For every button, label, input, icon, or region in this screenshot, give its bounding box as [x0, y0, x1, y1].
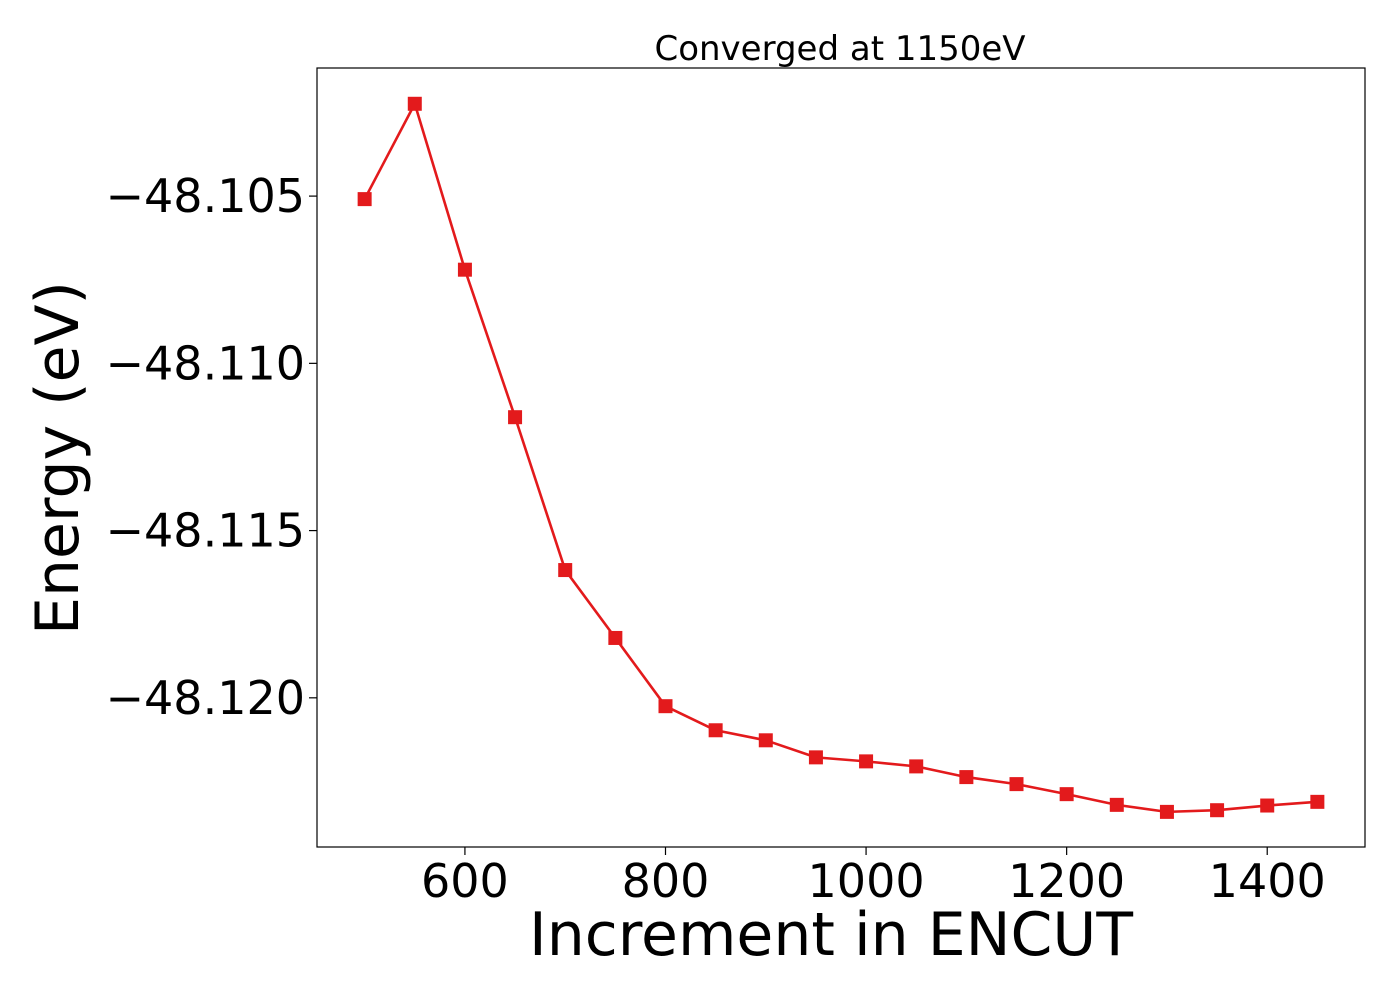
data-point-marker: [608, 630, 623, 645]
plot-frame: [316, 67, 1366, 848]
data-point-marker: [508, 410, 523, 425]
data-point-marker: [558, 563, 573, 578]
data-point-marker: [859, 754, 874, 769]
y-tick-label: −48.120: [106, 671, 306, 725]
series-layer: [357, 96, 1325, 819]
data-point-marker: [909, 759, 924, 774]
y-tick-label: −48.110: [106, 336, 306, 390]
y-axis-ticks: −48.105 −48.110 −48.115 −48.120: [106, 169, 317, 725]
x-tick-label: 1400: [1209, 854, 1326, 908]
data-point-marker: [457, 262, 472, 277]
data-point-marker: [708, 723, 723, 738]
data-point-marker: [1260, 798, 1275, 813]
data-point-marker: [1210, 803, 1225, 818]
chart-title: Converged at 1150eV: [654, 29, 1025, 69]
x-tick-label: 600: [421, 854, 509, 908]
data-point-marker: [1310, 794, 1325, 809]
data-point-marker: [357, 192, 372, 207]
x-tick-label: 800: [622, 854, 710, 908]
y-axis-label: Energy (eV): [23, 281, 93, 635]
series-line: [363, 102, 1318, 814]
x-axis-label: Increment in ENCUT: [529, 900, 1133, 970]
data-point-marker: [1059, 787, 1074, 802]
data-point-marker: [1109, 797, 1124, 812]
data-point-marker: [959, 770, 974, 785]
x-axis-ticks: 600 800 1000 1200 1400: [421, 847, 1326, 908]
y-tick-label: −48.115: [106, 504, 306, 558]
x-tick-label: 1000: [808, 854, 925, 908]
data-point-marker: [1009, 777, 1024, 792]
data-point-marker: [407, 96, 422, 111]
data-point-marker: [808, 750, 823, 765]
data-point-marker: [758, 733, 773, 748]
data-point-marker: [1159, 804, 1174, 819]
data-point-marker: [658, 699, 673, 714]
x-tick-label: 1200: [1008, 854, 1125, 908]
y-tick-label: −48.105: [106, 169, 306, 223]
